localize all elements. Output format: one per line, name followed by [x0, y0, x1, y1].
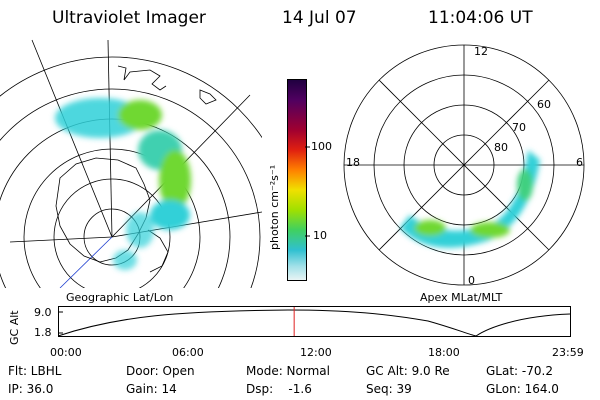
colorbar-ticks [305, 146, 310, 237]
continent-outline [117, 65, 167, 91]
altitude-curve [58, 309, 571, 337]
info-mode: Mode: Normal [246, 364, 330, 378]
altitude-tick-9: 9.0 [34, 306, 52, 319]
colorbar-unit-label: photon cm⁻²s⁻¹ [268, 164, 281, 250]
mlat-label-70: 70 [512, 121, 526, 134]
magnetic-label: Apex MLat/MLT [420, 291, 503, 304]
mlt-label-6: 6 [576, 156, 583, 169]
altitude-frame [58, 306, 571, 337]
lon-line [31, 39, 113, 238]
info-door: Door: Open [126, 364, 195, 378]
lon-line [59, 236, 113, 288]
info-filter: Flt: LBHL [8, 364, 62, 378]
info-gc-alt: GC Alt: 9.0 Re [366, 364, 450, 378]
colorbar-tick-10: 10 [313, 229, 327, 242]
mlt-label-18: 18 [346, 156, 360, 169]
lat-circle [53, 178, 171, 288]
geographic-map [0, 39, 262, 288]
continent-outline [147, 229, 169, 273]
mlat-label-80: 80 [494, 141, 508, 154]
lon-line [9, 236, 113, 243]
colorbar-tick-100: 100 [311, 140, 332, 153]
app-title: Ultraviolet Imager [52, 8, 206, 28]
info-seq: Seq: 39 [366, 382, 412, 396]
time-tick-0600: 06:00 [172, 346, 204, 359]
info-gain: Gain: 14 [126, 382, 177, 396]
lon-line [107, 39, 113, 238]
continent-outline [199, 89, 217, 105]
time-tick-0000: 00:00 [50, 346, 82, 359]
info-glon: GLon: 164.0 [486, 382, 559, 396]
geographic-label: Geographic Lat/Lon [66, 291, 174, 304]
altitude-axis-label: GC Alt [8, 310, 21, 345]
colorbar [287, 79, 307, 281]
lat-circle [0, 88, 261, 288]
time-tick-1800: 18:00 [428, 346, 460, 359]
mlt-label-0: 0 [468, 274, 475, 287]
info-dsp: Dsp: -1.6 [246, 382, 312, 396]
time-label: 11:04:06 UT [428, 8, 533, 28]
date-label: 14 Jul 07 [282, 8, 357, 28]
altitude-plot [58, 306, 571, 337]
altitude-tick-1.8: 1.8 [34, 326, 52, 339]
info-glat: GLat: -70.2 [486, 364, 553, 378]
lat-circle [0, 56, 262, 139]
mlt-label-12: 12 [474, 45, 488, 58]
lat-circle [0, 118, 231, 288]
magnetic-polar-plot [343, 44, 585, 286]
time-tick-2359: 23:59 [552, 346, 584, 359]
info-ip: IP: 36.0 [8, 382, 54, 396]
lat-circle [23, 148, 201, 288]
mlat-label-60: 60 [537, 98, 551, 111]
time-tick-1200: 12:00 [300, 346, 332, 359]
